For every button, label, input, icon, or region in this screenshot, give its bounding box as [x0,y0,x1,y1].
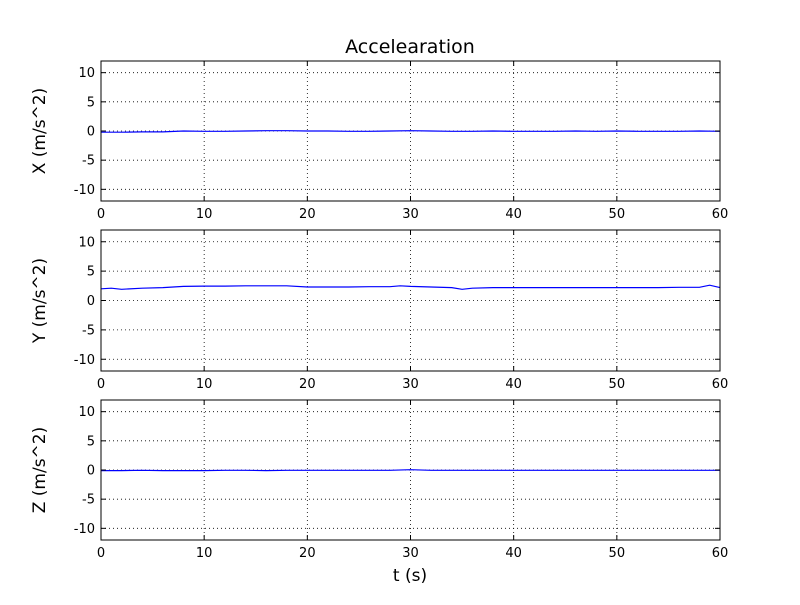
x-accel-ytick-label: 10 [78,66,95,81]
y-accel-xtick-label: 30 [402,377,419,392]
z-accel-xtick-label: 60 [712,546,729,561]
x-accel-ytick-label: 0 [87,125,95,140]
x-accel-xtick-label: 40 [505,207,522,222]
z-accel-ylabel: Z (m/s^2) [30,427,50,514]
x-accel-xtick-label: 10 [196,207,213,222]
y-accel-xtick-label: 60 [712,377,729,392]
y-accel-xtick-label: 40 [505,377,522,392]
z-accel-series-line [101,469,720,472]
z-accel-ytick-label: 5 [87,434,95,449]
x-accel-panel: 0 10 20 30 40 50 60 -10 -5 0 5 10 X (m/s^2) [30,60,729,222]
z-accel-xtick-label: 30 [402,546,419,561]
x-accel-xtick-label: 60 [712,207,729,222]
x-accel-xtick-label: 20 [299,207,316,222]
z-accel-xtick-label: 20 [299,546,316,561]
x-accel-xtick-label: 0 [97,207,105,222]
y-accel-series-line [100,284,721,290]
z-accel-ytick-label: 0 [87,464,95,479]
x-accel-ytick-label: 5 [87,95,95,110]
x-accel-ytick-label: -5 [82,154,95,169]
figure-title: Accelearation [345,36,475,58]
y-accel-xtick-label: 20 [299,377,316,392]
x-accel-xtick-label: 30 [402,207,419,222]
x-axis-label: t (s) [393,566,427,586]
z-accel-xtick-label: 10 [196,546,213,561]
x-accel-series-line [101,130,721,133]
z-accel-ytick-label: -5 [82,493,95,508]
z-accel-xtick-label: 0 [97,546,105,561]
x-accel-xtick-label: 50 [609,207,626,222]
y-accel-xtick-label: 0 [97,377,105,392]
x-accel-ytick-label: -10 [74,183,95,198]
z-accel-panel: 0 10 20 30 40 50 60 -10 -5 0 5 10 Z (m/s^2) [30,399,729,561]
z-accel-xtick-label: 50 [609,546,626,561]
y-accel-ytick-label: -10 [74,353,95,368]
z-accel-ytick-label: 10 [78,405,95,420]
y-accel-ytick-label: 0 [87,294,95,309]
y-accel-panel: 0 10 20 30 40 50 60 -10 -5 0 5 10 Y (m/s^2) [30,229,729,392]
y-accel-xtick-label: 50 [609,377,626,392]
y-accel-ylabel: Y (m/s^2) [30,258,50,344]
z-accel-xtick-label: 40 [505,546,522,561]
y-accel-ytick-label: -5 [82,323,95,338]
x-accel-ylabel: X (m/s^2) [30,88,50,175]
y-accel-ytick-label: 10 [78,235,95,250]
y-accel-ytick-label: 5 [87,265,95,280]
z-accel-ytick-label: -10 [74,522,95,537]
y-accel-xtick-label: 10 [196,377,213,392]
